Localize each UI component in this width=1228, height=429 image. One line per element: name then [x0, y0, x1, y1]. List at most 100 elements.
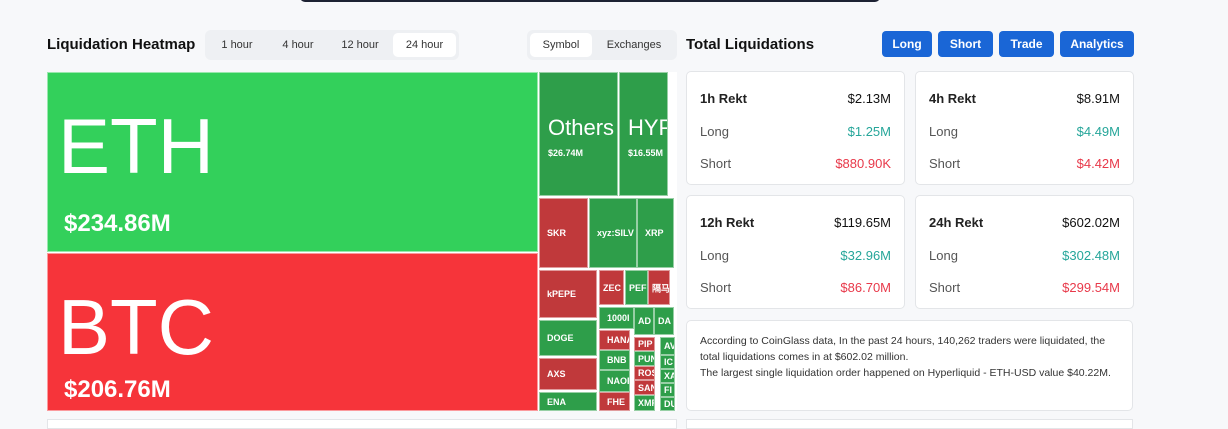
treemap-cell[interactable]: kPEPE	[539, 270, 597, 318]
treemap-cell[interactable]: HANA	[599, 330, 630, 350]
card-title: 12h Rekt	[700, 215, 755, 230]
cell-label: NAOF	[607, 376, 630, 386]
card-title: 4h Rekt	[929, 91, 976, 106]
treemap-cell[interactable]: BNB	[599, 350, 630, 370]
action-button[interactable]: Long	[882, 31, 932, 57]
total-title: Total Liquidations	[686, 36, 815, 53]
cell-label: XMR	[638, 398, 654, 408]
row-label: Long	[700, 248, 729, 263]
cell-value: $234.86M	[64, 210, 171, 237]
card-header: 4h Rekt $8.91M	[929, 91, 1120, 106]
action-button[interactable]: Short	[938, 31, 993, 57]
treemap-cell[interactable]: PUN	[634, 351, 655, 366]
cell-label: IC	[664, 357, 673, 367]
action-button[interactable]: Trade	[999, 31, 1054, 57]
card-row: Short $299.54M	[929, 280, 1120, 295]
time-tab[interactable]: 1 hour	[221, 39, 253, 51]
treemap-cell[interactable]: FHE	[599, 392, 630, 411]
card-row: Long $4.49M	[929, 124, 1120, 139]
cell-label: ZEC	[603, 282, 621, 293]
summary-line: According to CoinGlass data, In the past…	[700, 335, 1106, 363]
card-total: $8.91M	[1076, 91, 1120, 106]
cell-label: DU	[664, 399, 674, 409]
view-tab[interactable]: Symbol	[530, 33, 592, 57]
treemap-cell[interactable]: AV	[660, 337, 675, 355]
treemap-cell[interactable]: HYPE $16.55M	[619, 72, 668, 196]
summary-line: The largest single liquidation order hap…	[700, 367, 1111, 379]
treemap-cell[interactable]: IC	[660, 355, 675, 369]
treemap-cell[interactable]: AXS	[539, 358, 597, 390]
cell-label: FI	[664, 385, 672, 395]
treemap-cell[interactable]: FI	[660, 383, 675, 397]
card-row: Long $32.96M	[700, 248, 891, 263]
treemap-cell[interactable]: XMR	[634, 395, 655, 411]
treemap: ETH $234.86M BTC $206.76M Others $26.74M HYPE $…	[47, 72, 677, 411]
card-title: 1h Rekt	[700, 91, 747, 106]
treemap-cell[interactable]: ZEC	[599, 270, 624, 305]
cell-label: BTC	[58, 283, 214, 371]
treemap-cell[interactable]: DOGE	[539, 320, 597, 356]
cell-label: kPEPE	[547, 289, 577, 299]
cell-label: 隔马安	[652, 283, 670, 293]
time-tab[interactable]: 24 hour	[393, 33, 456, 57]
treemap-cell[interactable]: ETH $234.86M	[47, 72, 538, 252]
treemap-cell[interactable]: PIP	[634, 337, 655, 351]
card-header: 12h Rekt $119.65M	[700, 215, 891, 230]
stat-card: 1h Rekt $2.13M Long $1.25M Short $880.90K	[686, 71, 905, 185]
cell-label: HANA	[607, 335, 629, 345]
time-tabs: 1 hour 4 hour 12 hour 24 hour	[205, 30, 459, 60]
action-button[interactable]: Analytics	[1060, 31, 1134, 57]
treemap-cell[interactable]: XRP	[637, 198, 674, 268]
cell-label: 1000I	[607, 313, 630, 323]
time-tab[interactable]: 4 hour	[282, 39, 314, 51]
row-value: $86.70M	[840, 280, 891, 295]
card-title: 24h Rekt	[929, 215, 984, 230]
row-label: Long	[929, 124, 958, 139]
card-row: Long $1.25M	[700, 124, 891, 139]
row-value: $299.54M	[1062, 280, 1120, 295]
treemap-cell[interactable]: PEF	[625, 270, 648, 305]
card-header: 1h Rekt $2.13M	[700, 91, 891, 106]
row-label: Short	[700, 156, 732, 171]
treemap-cell[interactable]: Others $26.74M	[539, 72, 618, 196]
cell-label: ETH	[58, 102, 214, 190]
row-value: $4.42M	[1076, 156, 1120, 171]
treemap-cell[interactable]: AD	[634, 307, 654, 335]
treemap-cell[interactable]: 隔马安	[648, 270, 670, 305]
summary-card: According to CoinGlass data, In the past…	[686, 320, 1133, 411]
cell-label: AD	[638, 316, 651, 326]
cell-label: ROS	[638, 368, 654, 378]
time-tab[interactable]: 12 hour	[341, 39, 379, 51]
row-label: Short	[929, 280, 961, 295]
view-tab[interactable]: Exchanges	[606, 39, 662, 51]
treemap-cell[interactable]: SKR	[539, 198, 588, 268]
cell-label: AXS	[547, 369, 566, 379]
cell-label: AV	[664, 341, 675, 351]
cell-value: $206.76M	[64, 376, 171, 403]
treemap-cell[interactable]: DA	[654, 307, 674, 335]
treemap-cell[interactable]: DU	[660, 397, 675, 411]
treemap-cell[interactable]: ENA	[539, 392, 597, 411]
card-row: Short $4.42M	[929, 156, 1120, 171]
cell-label: PUN	[638, 353, 654, 364]
treemap-cell[interactable]: ROS	[634, 366, 655, 380]
cell-label: DA	[658, 316, 671, 326]
treemap-cell[interactable]: SAN	[634, 380, 655, 395]
card-header: 24h Rekt $602.02M	[929, 215, 1120, 230]
treemap-cell[interactable]: 1000I	[599, 307, 634, 329]
row-value: $1.25M	[847, 124, 891, 139]
stat-card: 4h Rekt $8.91M Long $4.49M Short $4.42M	[915, 71, 1134, 185]
card-total: $602.02M	[1062, 215, 1120, 230]
cell-label: SAN	[638, 382, 654, 393]
heatmap-title: Liquidation Heatmap	[47, 36, 196, 53]
treemap-cell[interactable]: XA	[660, 369, 675, 383]
row-value: $4.49M	[1076, 124, 1120, 139]
cell-label: DOGE	[547, 333, 574, 343]
row-value: $32.96M	[840, 248, 891, 263]
treemap-cell[interactable]: BTC $206.76M	[47, 253, 538, 411]
row-label: Long	[929, 248, 958, 263]
treemap-cell[interactable]: NAOF	[599, 370, 630, 392]
treemap-cell[interactable]: xyz:SILV	[589, 198, 637, 268]
row-label: Short	[700, 280, 732, 295]
